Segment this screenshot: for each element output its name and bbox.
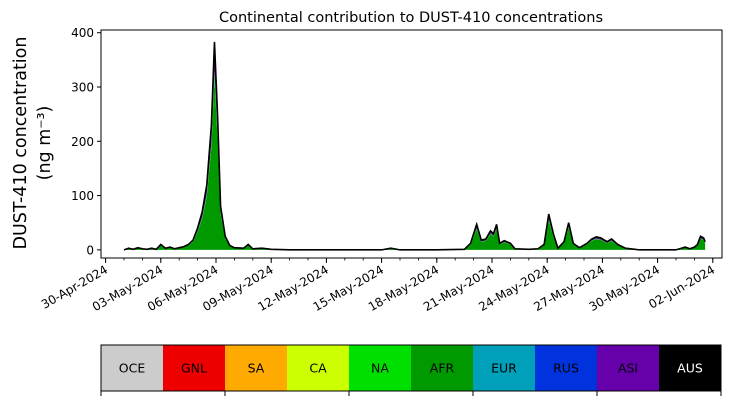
legend-swatch-afr [411, 345, 474, 391]
chart-title: Continental contribution to DUST-410 con… [219, 10, 603, 26]
stacked-area-layers [124, 41, 706, 250]
y-axis-label-line2: (ng m⁻³) [35, 106, 55, 181]
x-axis: 30-Apr-202403-May-202406-May-202409-May-… [39, 258, 717, 314]
legend-label-afr: AFR [430, 361, 455, 376]
legend-swatch-na [349, 345, 412, 391]
legend-label-oce: OCE [119, 361, 146, 376]
legend-swatch-gnl [163, 345, 226, 391]
y-tick-label: 200 [71, 135, 94, 149]
legend-label-aus: AUS [677, 361, 703, 376]
y-tick-label: 0 [86, 243, 94, 257]
region-legend: OCE GNL SA CA NA AFR EUR RUS ASI AUS [100, 344, 722, 396]
y-axis-label-line1: DUST-410 concentration [11, 37, 31, 250]
legend-label-na: NA [371, 361, 389, 376]
legend-label-asi: ASI [618, 361, 638, 376]
y-axis: 0 100 200 300 400 [71, 26, 101, 257]
legend-swatch-rus [535, 345, 598, 391]
legend-label-rus: RUS [553, 361, 579, 376]
plot-frame [100, 29, 723, 259]
total-outline [123, 41, 706, 251]
legend-frame [100, 344, 722, 392]
y-tick-label: 100 [71, 189, 94, 203]
legend-swatch-asi [597, 345, 660, 391]
legend-swatch-ca [287, 345, 350, 391]
legend-label-gnl: GNL [181, 361, 207, 376]
legend-swatch-aus [659, 345, 722, 391]
area-layer-afr [124, 79, 706, 250]
legend-label-eur: EUR [491, 361, 517, 376]
legend-swatch-oce [101, 345, 164, 391]
y-axis-label: DUST-410 concentration (ng m⁻³) [11, 37, 55, 250]
y-tick-label: 300 [71, 81, 94, 95]
legend-swatch-eur [473, 345, 536, 391]
legend-label-sa: SA [248, 361, 265, 376]
legend-label-ca: CA [309, 361, 327, 376]
legend-swatch-sa [225, 345, 288, 391]
y-tick-label: 400 [71, 26, 94, 40]
